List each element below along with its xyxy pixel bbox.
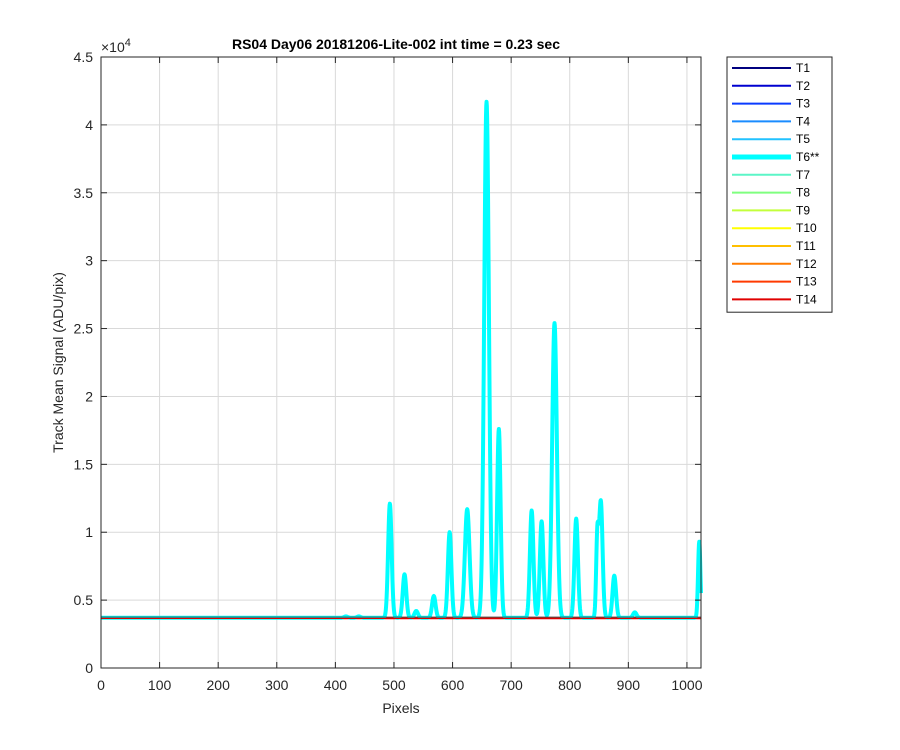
legend-label: T6** xyxy=(796,150,820,164)
y-axis-exponent-base: ×10 xyxy=(101,39,125,55)
x-tick-label: 400 xyxy=(324,677,348,693)
y-axis-label: Track Mean Signal (ADU/pix) xyxy=(50,272,66,453)
x-tick-label: 300 xyxy=(265,677,289,693)
legend-label: T14 xyxy=(796,292,817,306)
x-tick-label: 700 xyxy=(499,677,523,693)
chart-title: RS04 Day06 20181206-Lite-002 int time = … xyxy=(232,36,560,52)
x-tick-label: 100 xyxy=(148,677,172,693)
x-tick-label: 800 xyxy=(558,677,582,693)
legend-label: T10 xyxy=(796,221,817,235)
y-tick-label: 2.5 xyxy=(74,321,94,337)
ticks: 0 100 200 300 400 500 600 700 800 900 1000 0 0.5 1 1.5… xyxy=(74,49,703,693)
y-tick-label: 3 xyxy=(85,253,93,269)
x-tick-label: 500 xyxy=(382,677,406,693)
legend-label: T5 xyxy=(796,132,810,146)
legend-label: T8 xyxy=(796,186,810,200)
x-axis-label: Pixels xyxy=(382,700,419,716)
legend-label: T2 xyxy=(796,79,810,93)
legend-label: T1 xyxy=(796,61,810,75)
y-axis-exponent-power: 4 xyxy=(125,37,131,49)
legend-box xyxy=(726,56,833,313)
x-tick-label: 1000 xyxy=(671,677,702,693)
grid xyxy=(100,56,701,669)
legend-label: T13 xyxy=(796,275,817,289)
plot-area xyxy=(101,57,701,668)
legend: T1 T2 T3 T4 T5 T6** T7 T8 T9 T10 T11 T12 T13 T14 xyxy=(726,56,833,313)
x-tick-label: 600 xyxy=(441,677,465,693)
y-tick-label: 0 xyxy=(85,660,93,676)
legend-label: T9 xyxy=(796,203,810,217)
series-layer xyxy=(99,99,703,620)
axes-frame xyxy=(100,56,702,669)
legend-label: T12 xyxy=(796,257,817,271)
x-tick-label: 900 xyxy=(617,677,641,693)
x-tick-label: 200 xyxy=(207,677,231,693)
y-tick-label: 4 xyxy=(85,117,93,133)
y-tick-label: 2 xyxy=(85,388,93,404)
y-tick-label: 1.5 xyxy=(74,456,94,472)
legend-label: T3 xyxy=(796,97,810,111)
y-tick-label: 1 xyxy=(85,524,93,540)
x-tick-label: 0 xyxy=(97,677,105,693)
y-tick-label: 0.5 xyxy=(74,592,94,608)
series-line-t6 xyxy=(99,99,703,620)
legend-label: T7 xyxy=(796,168,810,182)
y-axis-exponent: ×104 xyxy=(101,37,131,55)
y-tick-label: 4.5 xyxy=(74,49,94,65)
y-tick-label: 3.5 xyxy=(74,185,94,201)
legend-label: T4 xyxy=(796,114,810,128)
legend-label: T11 xyxy=(796,239,816,253)
